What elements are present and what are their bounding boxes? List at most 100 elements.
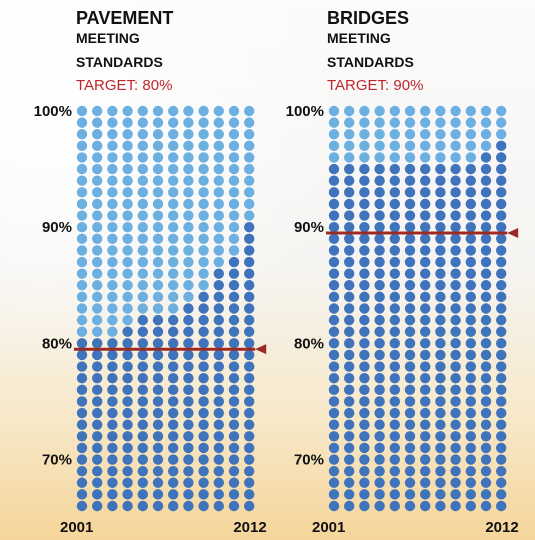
dot-not-meeting-standard xyxy=(122,198,133,210)
dot-meeting-standard xyxy=(228,303,240,314)
dot-not-meeting-standard xyxy=(213,117,224,128)
dot-meeting-standard xyxy=(404,175,416,186)
dot-meeting-standard xyxy=(137,361,148,372)
dot-meeting-standard xyxy=(359,221,370,233)
dot-meeting-standard xyxy=(404,245,416,256)
dot-meeting-standard xyxy=(107,477,118,488)
dot-meeting-standard xyxy=(344,314,355,326)
dot-not-meeting-standard xyxy=(374,117,385,128)
dot-meeting-standard xyxy=(137,338,148,349)
dot-meeting-standard xyxy=(435,419,446,430)
pavement-ytick-70: 70% xyxy=(42,452,72,469)
dot-meeting-standard xyxy=(137,431,148,442)
dot-not-meeting-standard xyxy=(359,140,370,152)
dot-meeting-standard xyxy=(480,465,492,477)
bridges-ytick-90: 90% xyxy=(294,219,324,236)
dot-meeting-standard xyxy=(435,303,446,314)
dot-not-meeting-standard xyxy=(122,314,133,326)
dot-not-meeting-standard xyxy=(344,105,355,117)
dot-meeting-standard xyxy=(244,477,255,488)
dot-meeting-standard xyxy=(359,442,370,454)
dot-meeting-standard xyxy=(389,326,400,337)
dot-meeting-standard xyxy=(435,373,446,384)
dot-meeting-standard xyxy=(389,268,400,279)
dot-meeting-standard xyxy=(359,268,370,279)
dot-meeting-standard xyxy=(404,431,416,442)
pavement-column-2004 xyxy=(122,105,133,512)
dot-meeting-standard xyxy=(420,442,431,454)
dot-meeting-standard xyxy=(389,419,400,430)
dot-meeting-standard xyxy=(389,303,400,314)
bridges-xlabel-start: 2001 xyxy=(312,519,345,536)
dot-meeting-standard xyxy=(465,349,476,361)
dot-not-meeting-standard xyxy=(92,175,103,186)
dot-not-meeting-standard xyxy=(122,245,133,256)
dot-meeting-standard xyxy=(465,268,476,279)
dot-meeting-standard xyxy=(344,489,355,500)
dot-meeting-standard xyxy=(374,489,385,500)
dot-meeting-standard xyxy=(244,326,255,337)
dot-meeting-standard xyxy=(374,384,385,396)
dot-meeting-standard xyxy=(374,396,385,407)
dot-meeting-standard xyxy=(480,373,492,384)
dot-not-meeting-standard xyxy=(389,105,400,117)
dot-meeting-standard xyxy=(92,407,103,419)
dot-meeting-standard xyxy=(198,465,209,477)
dot-meeting-standard xyxy=(496,419,507,430)
dot-meeting-standard xyxy=(465,245,476,256)
dot-meeting-standard xyxy=(374,373,385,384)
dot-meeting-standard xyxy=(496,140,507,152)
dot-meeting-standard xyxy=(435,349,446,361)
dot-meeting-standard xyxy=(107,396,118,407)
dot-not-meeting-standard xyxy=(137,129,148,140)
dot-meeting-standard xyxy=(328,303,340,314)
dot-meeting-standard xyxy=(198,396,209,407)
dot-meeting-standard xyxy=(213,442,224,454)
dot-not-meeting-standard xyxy=(328,140,340,152)
dot-meeting-standard xyxy=(450,349,461,361)
dot-meeting-standard xyxy=(359,384,370,396)
dot-not-meeting-standard xyxy=(92,117,103,128)
dot-not-meeting-standard xyxy=(183,163,194,175)
dot-not-meeting-standard xyxy=(107,187,118,198)
dot-meeting-standard xyxy=(389,442,400,454)
dot-meeting-standard xyxy=(450,314,461,326)
dot-not-meeting-standard xyxy=(152,175,164,186)
dot-meeting-standard xyxy=(344,396,355,407)
dot-meeting-standard xyxy=(480,210,492,221)
dot-meeting-standard xyxy=(122,407,133,419)
dot-meeting-standard xyxy=(404,500,416,512)
dot-not-meeting-standard xyxy=(107,140,118,152)
dot-not-meeting-standard xyxy=(76,129,88,140)
dot-meeting-standard xyxy=(450,268,461,279)
dot-not-meeting-standard xyxy=(107,256,118,268)
dot-not-meeting-standard xyxy=(152,140,164,152)
dot-meeting-standard xyxy=(496,338,507,349)
dot-meeting-standard xyxy=(374,221,385,233)
bridges-ytick-70: 70% xyxy=(294,452,324,469)
dot-meeting-standard xyxy=(328,431,340,442)
dot-meeting-standard xyxy=(496,268,507,279)
dot-meeting-standard xyxy=(228,384,240,396)
dot-not-meeting-standard xyxy=(122,152,133,163)
dot-not-meeting-standard xyxy=(168,187,179,198)
dot-meeting-standard xyxy=(359,419,370,430)
dot-not-meeting-standard xyxy=(92,256,103,268)
dot-not-meeting-standard xyxy=(107,291,118,303)
dot-meeting-standard xyxy=(359,256,370,268)
dot-meeting-standard xyxy=(404,465,416,477)
dot-meeting-standard xyxy=(183,500,194,512)
dot-not-meeting-standard xyxy=(76,210,88,221)
dot-not-meeting-standard xyxy=(107,152,118,163)
dot-not-meeting-standard xyxy=(107,198,118,210)
dot-meeting-standard xyxy=(328,210,340,221)
dot-meeting-standard xyxy=(328,500,340,512)
dot-meeting-standard xyxy=(183,326,194,337)
dot-not-meeting-standard xyxy=(213,140,224,152)
dot-meeting-standard xyxy=(374,233,385,244)
dot-not-meeting-standard xyxy=(374,152,385,163)
dot-not-meeting-standard xyxy=(183,117,194,128)
dot-meeting-standard xyxy=(465,419,476,430)
dot-not-meeting-standard xyxy=(168,221,179,233)
dot-meeting-standard xyxy=(450,163,461,175)
